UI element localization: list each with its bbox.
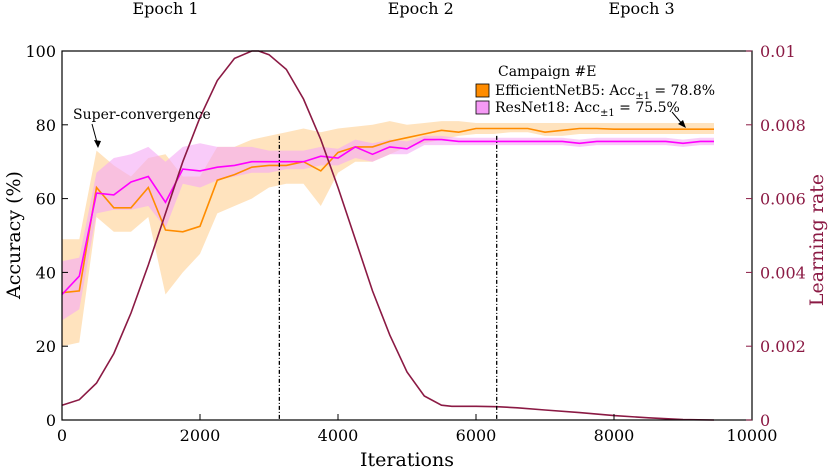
epoch-boundaries <box>278 135 498 420</box>
plot-frame <box>61 50 753 421</box>
learning-rate-curve <box>61 50 715 421</box>
x-tick-label: 4000 <box>318 426 359 445</box>
y-right-tick-label: 0.004 <box>760 263 806 282</box>
y-right-tick-label: 0.002 <box>760 337 806 356</box>
legend-entry-efficientnet: EfficientNetB5: Acc±1 = 78.8% <box>475 83 715 102</box>
y-axis-right-title: Learning rate <box>806 174 828 306</box>
y-axis-right-ticks: 0 0.002 0.004 0.006 0.008 0.01 <box>746 42 806 430</box>
confidence-bands <box>62 121 714 347</box>
y-tick-label: 0 <box>46 411 56 430</box>
legend-label-efficientnet: EfficientNetB5: Acc±1 = 78.8% <box>495 83 715 102</box>
y-right-tick-label: 0 <box>760 411 770 430</box>
legend-title: Campaign #E <box>498 64 597 80</box>
legend-swatch-efficientnet <box>475 83 490 98</box>
super-convergence-annotation: Super-convergence <box>73 107 211 148</box>
x-tick-label: 6000 <box>456 426 497 445</box>
legend-label-resnet: ResNet18: Acc±1 = 75.5% <box>495 100 680 119</box>
line-learning-rate <box>61 50 715 421</box>
epoch-label-3: Epoch 3 <box>609 0 675 18</box>
line-efficientnetb5 <box>61 127 714 294</box>
y-right-tick-label: 0.01 <box>760 42 796 61</box>
x-tick-label: 2000 <box>180 426 221 445</box>
x-axis-title: Iterations <box>360 449 454 470</box>
legend-arrowhead <box>678 120 686 128</box>
series-lines <box>61 127 714 296</box>
legend: Campaign #E EfficientNetB5: Acc±1 = 78.8… <box>475 64 715 128</box>
y-tick-label: 100 <box>25 42 56 61</box>
x-tick-label: 10000 <box>727 426 778 445</box>
plot-area <box>61 50 753 421</box>
y-tick-label: 40 <box>36 263 56 282</box>
annotation-label: Super-convergence <box>73 107 211 123</box>
y-tick-label: 20 <box>36 337 56 356</box>
y-axis-title: Accuracy (%) <box>3 171 25 300</box>
x-tick-label: 0 <box>57 426 67 445</box>
legend-entry-resnet: ResNet18: Acc±1 = 75.5% <box>475 100 680 119</box>
epoch-labels: Epoch 1 Epoch 2 Epoch 3 <box>132 0 674 18</box>
y-tick-label: 80 <box>36 116 56 135</box>
y-axis-ticks: 0 20 40 60 80 100 <box>25 42 68 430</box>
line-resnet18 <box>61 138 714 296</box>
x-axis-ticks: 0 2000 4000 6000 8000 10000 <box>57 414 778 445</box>
annotation-arrowhead <box>94 140 101 148</box>
y-tick-label: 60 <box>36 190 56 209</box>
y-right-tick-label: 0.008 <box>760 116 806 135</box>
epoch-label-2: Epoch 2 <box>388 0 454 18</box>
y-right-tick-label: 0.006 <box>760 190 806 209</box>
legend-swatch-resnet <box>475 100 490 115</box>
epoch-label-1: Epoch 1 <box>132 0 198 18</box>
x-tick-label: 8000 <box>594 426 635 445</box>
